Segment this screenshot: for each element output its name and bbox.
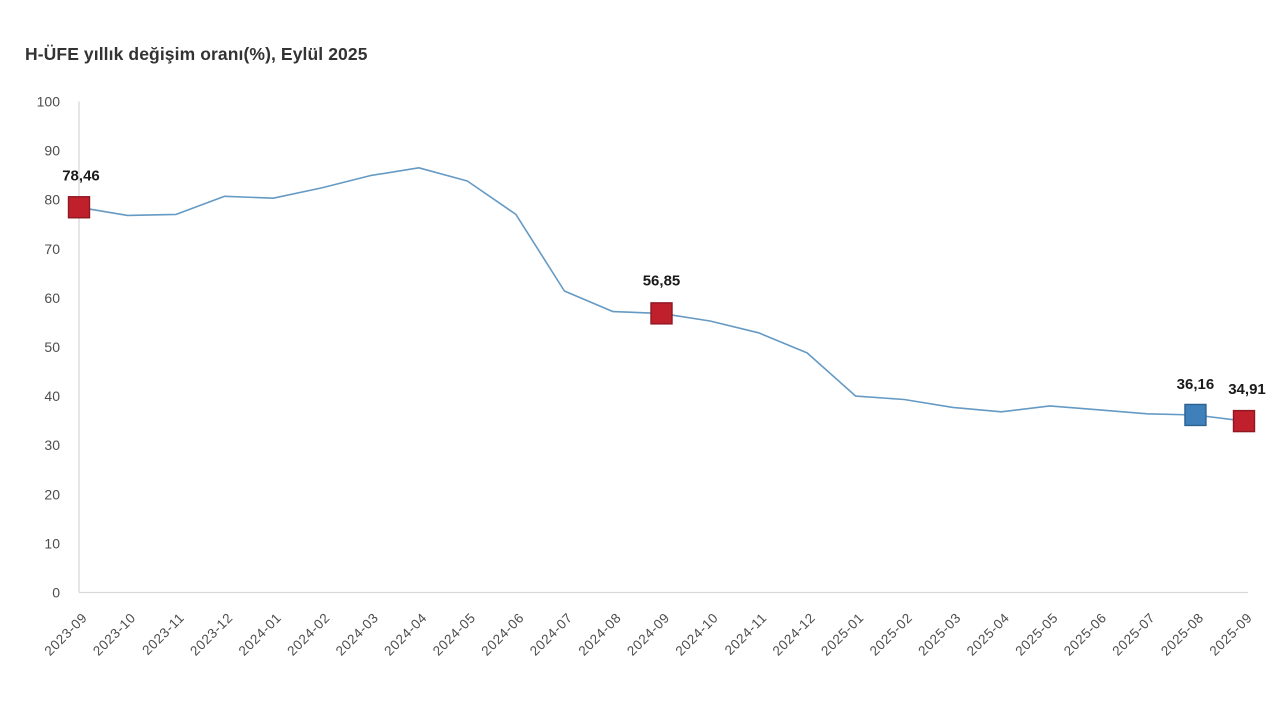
x-tick-label: 2025-09 bbox=[1207, 610, 1256, 659]
marker-2025-08 bbox=[1184, 403, 1207, 427]
x-tick-label: 2025-03 bbox=[915, 610, 964, 659]
x-tick-label: 2024-01 bbox=[236, 610, 285, 659]
y-tick-label: 100 bbox=[37, 94, 61, 110]
x-tick-label: 2024-12 bbox=[770, 610, 819, 659]
x-tick-label: 2023-12 bbox=[187, 610, 236, 659]
x-tick-label: 2024-10 bbox=[673, 610, 722, 659]
x-tick-label: 2024-11 bbox=[722, 610, 770, 658]
marker-2025-09 bbox=[1232, 409, 1256, 433]
y-tick-label: 50 bbox=[44, 339, 60, 355]
marker-2024-09 bbox=[650, 302, 673, 325]
x-tick-label: 2023-10 bbox=[90, 610, 139, 659]
x-tick-label: 2025-04 bbox=[964, 610, 1013, 659]
x-tick-label: 2025-08 bbox=[1158, 610, 1207, 659]
y-tick-label: 70 bbox=[44, 241, 60, 257]
data-label-2024-09: 56,85 bbox=[643, 272, 681, 289]
x-tick-label: 2023-09 bbox=[42, 610, 91, 659]
y-tick-label: 20 bbox=[44, 486, 60, 502]
y-tick-label: 0 bbox=[52, 585, 60, 601]
y-tick-label: 60 bbox=[44, 290, 60, 306]
trend-line bbox=[78, 167, 1245, 422]
x-tick-label: 2025-07 bbox=[1109, 610, 1158, 659]
x-tick-label: 2024-07 bbox=[527, 610, 576, 659]
x-tick-label: 2024-04 bbox=[381, 610, 430, 659]
y-tick-label: 40 bbox=[44, 388, 60, 404]
data-label-2025-09: 34,91 bbox=[1228, 381, 1266, 398]
y-tick-label: 90 bbox=[44, 143, 60, 159]
data-label-2025-08: 36,16 bbox=[1177, 376, 1215, 393]
y-tick-label: 10 bbox=[44, 535, 60, 551]
marker-2023-09 bbox=[67, 196, 91, 219]
x-tick-label: 2025-06 bbox=[1061, 610, 1110, 659]
x-tick-label: 2025-01 bbox=[818, 610, 867, 659]
y-tick-label: 80 bbox=[44, 192, 60, 208]
x-tick-label: 2025-02 bbox=[867, 610, 916, 659]
x-tick-label: 2024-02 bbox=[284, 610, 333, 659]
x-tick-label: 2024-09 bbox=[624, 610, 673, 659]
x-tick-label: 2023-11 bbox=[139, 610, 187, 658]
x-tick-label: 2025-05 bbox=[1012, 610, 1061, 659]
x-tick-label: 2024-06 bbox=[478, 610, 527, 659]
x-tick-label: 2024-08 bbox=[575, 610, 624, 659]
y-tick-label: 30 bbox=[44, 437, 60, 453]
chart-title: H-ÜFE yıllık değişim oranı(%), Eylül 202… bbox=[25, 44, 368, 64]
x-tick-label: 2024-05 bbox=[430, 610, 479, 659]
data-label-2023-09: 78,46 bbox=[62, 167, 100, 184]
x-tick-label: 2024-03 bbox=[333, 610, 382, 659]
